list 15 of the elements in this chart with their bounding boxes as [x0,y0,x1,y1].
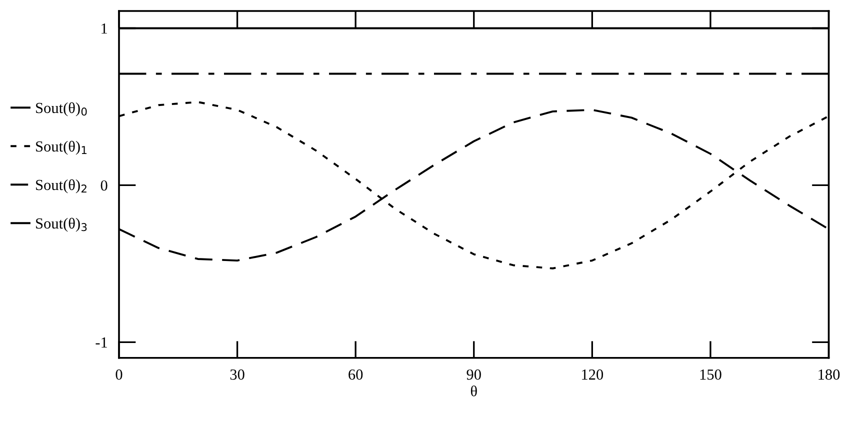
x-tick-label: 120 [582,369,604,380]
x-axis-title: θ [470,386,477,396]
legend-label: Sout(θ)$_{3}$ [36,218,87,232]
x-tick-label: 30 [230,369,244,380]
x-tick-label: 180 [818,369,840,380]
x-tick-label: 60 [348,369,363,380]
y-tick-label: 1 [102,23,107,34]
x-tick-label: 0 [116,369,122,380]
x-tick-label: 150 [700,369,722,380]
legend-label: Sout(θ)$_{2}$ [36,179,86,194]
legend-label: Sout(θ)$_{1}$ [36,140,87,155]
y-tick-label: 0 [100,180,108,191]
legend-label: Sout(θ)$_{0}$ [36,102,87,116]
x-tick-label: 90 [466,369,481,380]
y-tick-label: -1 [96,337,107,348]
